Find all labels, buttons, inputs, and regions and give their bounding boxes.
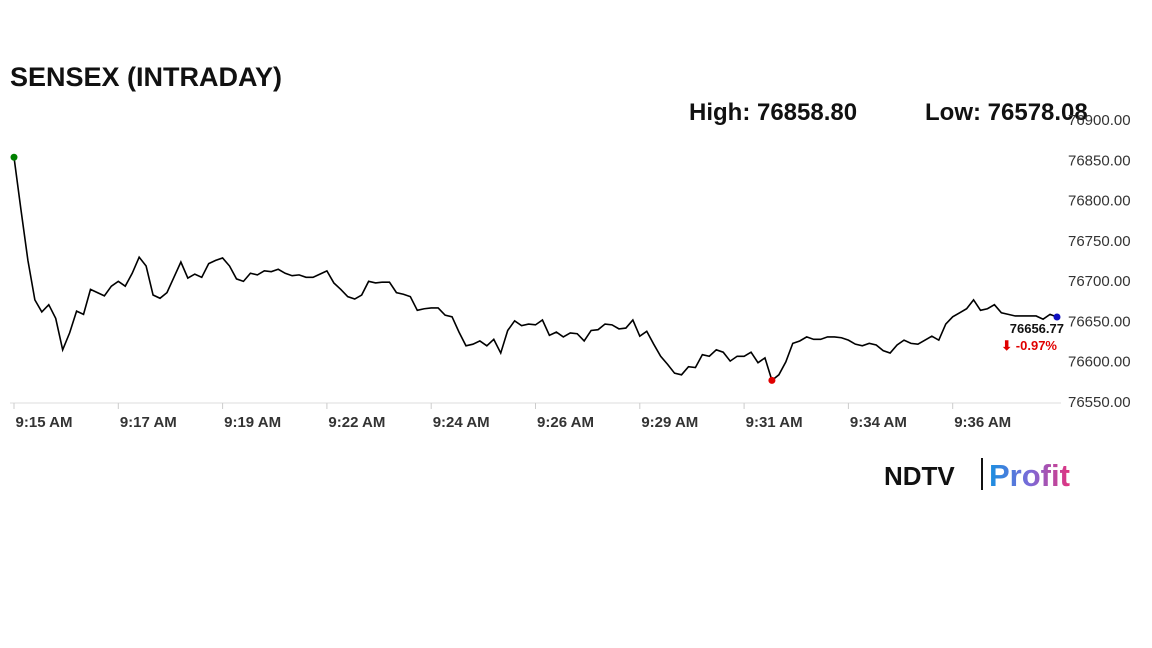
y-tick-label: 76900.00 <box>1068 112 1131 129</box>
end-dot <box>1053 313 1061 321</box>
x-tick-label: 9:22 AM <box>328 414 385 431</box>
low-dot <box>768 376 776 384</box>
x-tick-label: 9:24 AM <box>433 414 490 431</box>
x-tick-label: 9:17 AM <box>120 414 177 431</box>
y-tick-label: 76750.00 <box>1068 233 1131 250</box>
last-value-label: 76656.77 <box>1010 321 1064 336</box>
x-tick-label: 9:19 AM <box>224 414 281 431</box>
x-tick-label: 9:29 AM <box>641 414 698 431</box>
change-label: ⬇ -0.97% <box>1001 338 1057 353</box>
brand-left: NDTV <box>884 461 955 491</box>
price-line <box>13 157 1058 382</box>
y-tick-label: 76650.00 <box>1068 313 1131 330</box>
x-tick-label: 9:36 AM <box>954 414 1011 431</box>
low-label: Low: 76578.08 <box>925 99 1088 126</box>
chart-title: SENSEX (INTRADAY) <box>10 62 282 92</box>
brand-right: Profit <box>989 458 1070 493</box>
start-dot <box>10 153 18 161</box>
x-tick-label: 9:15 AM <box>16 414 73 431</box>
y-tick-label: 76700.00 <box>1068 273 1131 290</box>
y-tick-label: 76800.00 <box>1068 193 1131 210</box>
y-tick-label: 76600.00 <box>1068 354 1131 371</box>
high-label: High: 76858.80 <box>689 99 857 126</box>
x-tick-label: 9:34 AM <box>850 414 907 431</box>
x-tick-label: 9:26 AM <box>537 414 594 431</box>
y-tick-label: 76850.00 <box>1068 152 1131 169</box>
x-tick-label: 9:31 AM <box>746 414 803 431</box>
y-tick-label: 76550.00 <box>1068 394 1131 411</box>
